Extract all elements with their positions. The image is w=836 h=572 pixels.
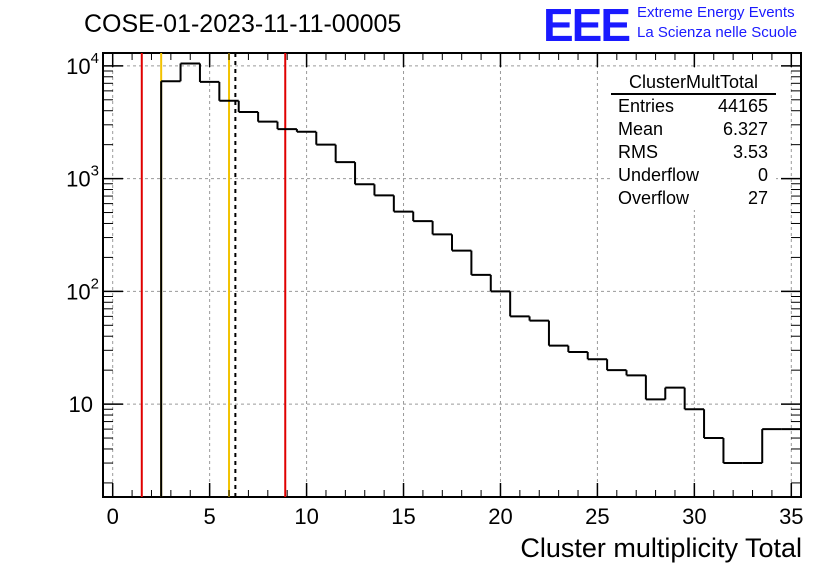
logo-subtitle-line2: La Scienza nelle Scuole: [637, 24, 798, 41]
stats-row-entries: Entries 44165: [611, 95, 776, 118]
y-tick-label: 103: [66, 163, 99, 192]
stats-title: ClusterMultTotal: [611, 71, 776, 95]
x-tick-label: 10: [294, 504, 318, 529]
stats-label: Entries: [618, 96, 675, 116]
stats-row-mean: Mean 6.327: [611, 118, 776, 141]
stats-row-underflow: Underflow 0: [611, 164, 776, 187]
x-tick-label: 15: [391, 504, 415, 529]
marker-lines: [140, 53, 287, 497]
histogram-bins: [160, 62, 801, 497]
stats-value: 0: [757, 165, 768, 185]
stats-label: Overflow: [618, 188, 690, 208]
y-tick-label: 10: [69, 392, 93, 417]
x-tick-label: 5: [204, 504, 216, 529]
stats-label: RMS: [618, 142, 658, 162]
y-tick-label: 104: [66, 50, 99, 79]
eee-logo: EEE: [543, 0, 631, 51]
x-axis-title: Cluster multiplicity Total: [520, 533, 802, 563]
stats-row-rms: RMS 3.53: [611, 141, 776, 164]
x-tick-label: 20: [488, 504, 512, 529]
axis-ticks: [103, 53, 801, 497]
stats-label: Underflow: [618, 165, 700, 185]
stats-value: 27: [747, 188, 768, 208]
stats-value: 6.327: [722, 119, 768, 139]
x-tick-label: 35: [779, 504, 803, 529]
y-tick-label: 102: [66, 275, 99, 304]
stats-row-overflow: Overflow 27: [611, 187, 776, 210]
stats-value: 44165: [717, 96, 768, 116]
x-tick-label: 25: [585, 504, 609, 529]
stats-value: 3.53: [732, 142, 768, 162]
stats-label: Mean: [618, 119, 664, 139]
stats-box: ClusterMultTotal Entries 44165 Mean 6.32…: [611, 71, 776, 210]
tick-labels: 0 5 10 15 20 25 30 35 10 102 103 104: [66, 50, 803, 529]
plot-frame: [102, 52, 802, 498]
logo-subtitle-line1: Extreme Energy Events: [637, 4, 795, 21]
x-tick-label: 0: [107, 504, 119, 529]
run-title: COSE-01-2023-11-11-00005: [84, 10, 402, 38]
x-tick-label: 30: [682, 504, 706, 529]
